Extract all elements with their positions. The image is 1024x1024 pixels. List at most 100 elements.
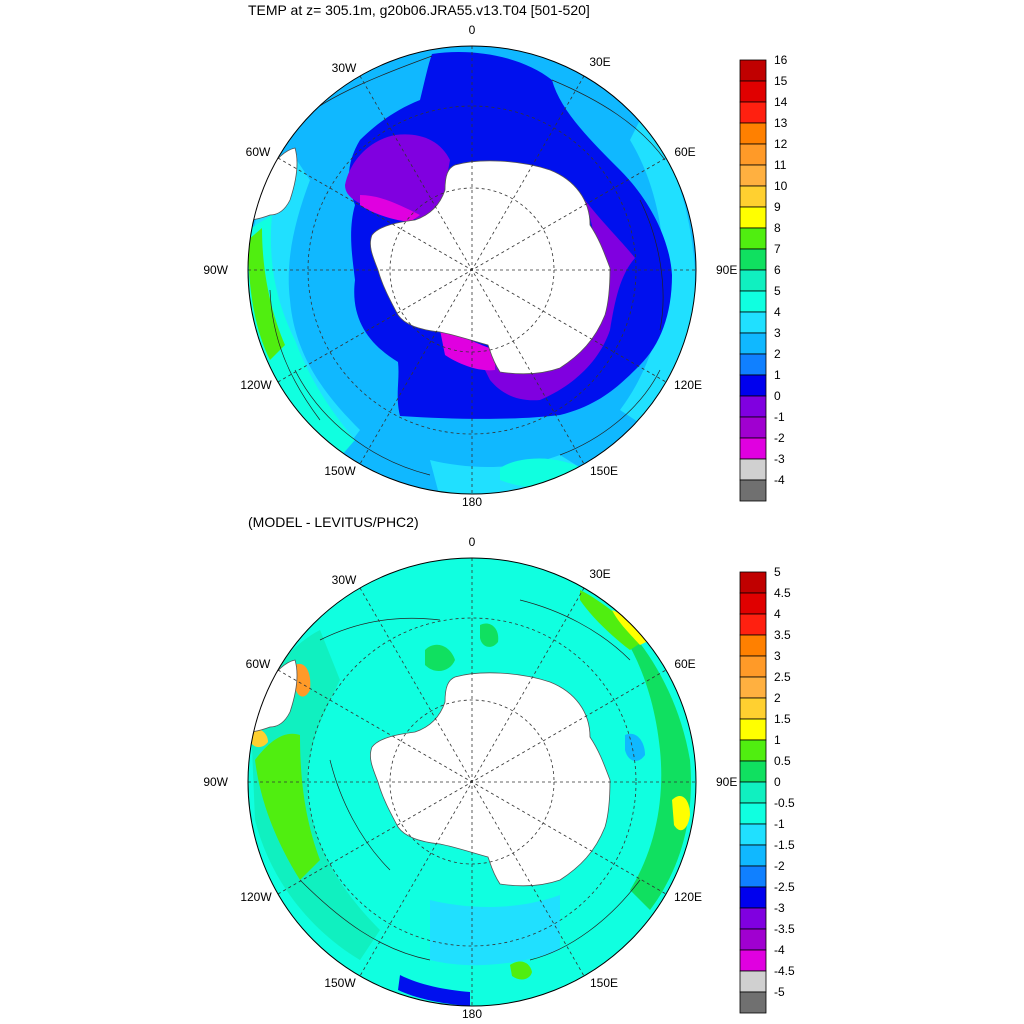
colorbar-swatch: [739, 353, 767, 376]
colorbar-swatch: [739, 760, 767, 783]
bottom-east-band: [620, 620, 691, 910]
colorbar-swatch: [739, 143, 767, 166]
colorbar-swatch: [739, 739, 767, 762]
bottom-panel-title: (MODEL - LEVITUS/PHC2): [248, 514, 419, 530]
top-antarctica: [370, 160, 611, 375]
colorbar-swatch: [739, 697, 767, 720]
bottom-north-positive: [480, 623, 499, 647]
colorbar-tick-label: -2.5: [774, 880, 795, 894]
colorbar-tick-label: 4: [774, 305, 781, 319]
bottom-colorbar: [739, 571, 767, 1014]
longitude-label: 150E: [589, 464, 619, 478]
colorbar-tick-label: -4.5: [774, 964, 795, 978]
colorbar-tick-label: 0: [774, 389, 781, 403]
bottom-south-negative: [430, 895, 560, 966]
colorbar-tick-label: -2: [774, 859, 785, 873]
colorbar-tick-label: -3: [774, 452, 785, 466]
colorbar-tick-label: 1.5: [774, 712, 791, 726]
colorbar-swatch: [739, 248, 767, 271]
colorbar-tick-label: 5: [774, 284, 781, 298]
colorbar-swatch: [739, 718, 767, 741]
longitude-label: 180: [461, 1007, 483, 1021]
top-band-7to8: [248, 228, 285, 360]
colorbar-tick-label: 2.5: [774, 670, 791, 684]
colorbar-swatch: [739, 949, 767, 972]
longitude-label: 90E: [716, 775, 738, 789]
longitude-label: 0: [468, 23, 476, 37]
colorbar-swatch: [739, 458, 767, 481]
bottom-ne-warm: [612, 610, 650, 645]
colorbar-tick-label: 1: [774, 733, 781, 747]
longitude-label: 150E: [589, 976, 619, 990]
colorbar-swatch: [739, 571, 767, 594]
colorbar-swatch: [739, 928, 767, 951]
bottom-drake-warm: [295, 663, 311, 697]
colorbar-tick-label: -1.5: [774, 838, 795, 852]
colorbar-tick-label: 16: [774, 53, 788, 67]
colorbar-tick-label: -1: [774, 410, 785, 424]
colorbar-tick-label: 7: [774, 242, 781, 256]
top-map-border: [247, 45, 697, 495]
bottom-map: [247, 557, 697, 1007]
colorbar-swatch: [739, 80, 767, 103]
longitude-label: 60E: [674, 145, 696, 159]
colorbar-swatch: [739, 592, 767, 615]
colorbar-tick-label: 8: [774, 221, 781, 235]
bottom-antarctica: [370, 672, 611, 887]
longitude-label: 120E: [673, 890, 703, 904]
bottom-west-positive: [255, 733, 320, 880]
longitude-label: 30W: [331, 61, 357, 75]
colorbar-swatch: [739, 781, 767, 804]
bottom-map-border: [247, 557, 697, 1007]
colorbar-swatch: [739, 332, 767, 355]
colorbar-tick-label: -0.5: [774, 796, 795, 810]
longitude-label: 120W: [240, 378, 272, 392]
colorbar-swatch: [739, 206, 767, 229]
bottom-chile-warm: [250, 728, 268, 748]
bottom-east-warm: [672, 795, 690, 831]
colorbar-swatch: [739, 101, 767, 124]
bottom-south-warm: [510, 961, 532, 980]
colorbar-tick-label: 5: [774, 565, 781, 579]
bottom-south-cold: [398, 975, 470, 1006]
colorbar-tick-label: -4: [774, 943, 785, 957]
longitude-label: 60W: [245, 145, 271, 159]
bottom-ne-positive: [580, 590, 645, 650]
colorbar-swatch: [739, 59, 767, 82]
colorbar-swatch: [739, 416, 767, 439]
colorbar-swatch: [739, 374, 767, 397]
colorbar-swatch: [739, 227, 767, 250]
colorbar-tick-label: 12: [774, 137, 788, 151]
colorbar-tick-label: -1: [774, 817, 785, 831]
colorbar-tick-label: -4: [774, 473, 785, 487]
colorbar-tick-label: 3.5: [774, 628, 791, 642]
longitude-label: 90W: [203, 263, 228, 277]
colorbar-tick-label: 0: [774, 775, 781, 789]
colorbar-swatch: [739, 290, 767, 313]
colorbar-tick-label: -3.5: [774, 922, 795, 936]
colorbar-tick-label: 2: [774, 691, 781, 705]
longitude-label: 180: [461, 495, 483, 509]
colorbar-swatch: [739, 395, 767, 418]
longitude-label: 0: [468, 535, 476, 549]
colorbar-swatch: [739, 269, 767, 292]
longitude-label: 120W: [240, 890, 272, 904]
top-panel-title: TEMP at z= 305.1m, g20b06.JRA55.v13.T04 …: [248, 2, 590, 18]
colorbar-swatch: [739, 865, 767, 888]
top-map: [247, 45, 697, 495]
colorbar-tick-label: -3: [774, 901, 785, 915]
colorbar-tick-label: 4: [774, 607, 781, 621]
colorbar-swatch: [739, 122, 767, 145]
colorbar-swatch: [739, 970, 767, 993]
colorbar-tick-label: -2: [774, 431, 785, 445]
longitude-label: 90W: [203, 775, 228, 789]
colorbar-tick-label: 0.5: [774, 754, 791, 768]
colorbar-tick-label: 6: [774, 263, 781, 277]
longitude-label: 60W: [245, 657, 271, 671]
top-ross-cold: [440, 330, 495, 371]
colorbar-tick-label: 3: [774, 649, 781, 663]
longitude-label: 30E: [589, 55, 611, 69]
top-south-america: [248, 147, 298, 221]
bottom-south-america: [248, 659, 298, 733]
